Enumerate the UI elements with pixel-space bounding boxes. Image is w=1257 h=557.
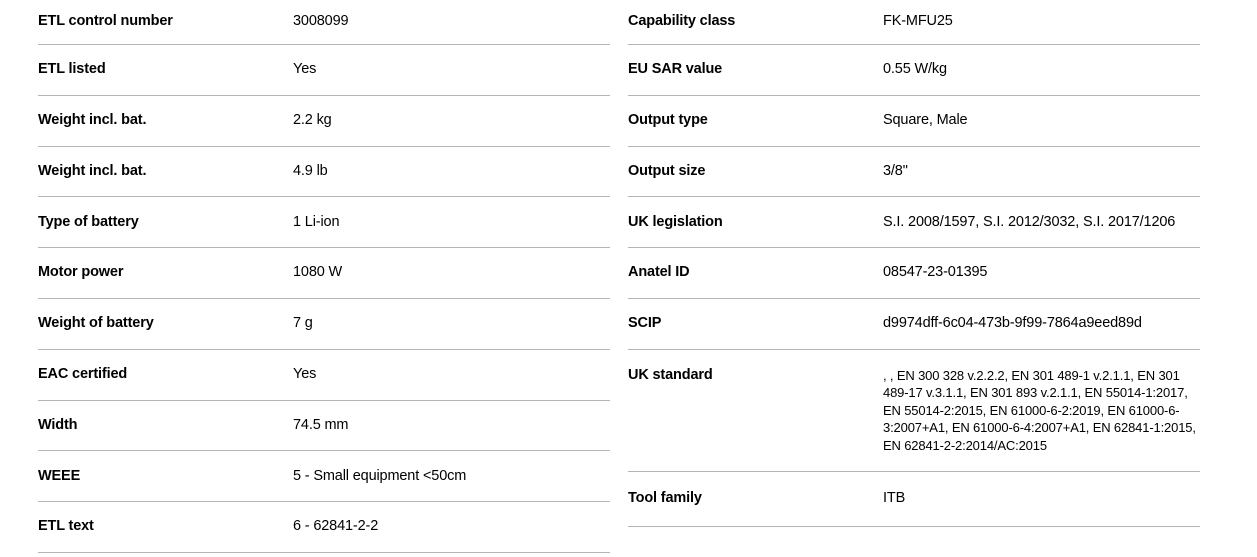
spec-value: d9974dff-6c04-473b-9f99-7864a9eed89d — [883, 315, 1142, 332]
spec-value: , , EN 300 328 v.2.2.2, EN 301 489-1 v.2… — [883, 367, 1196, 453]
spec-row-width: Width 74.5 mm — [38, 401, 610, 452]
spec-row-capability-class: Capability class FK-MFU25 — [628, 0, 1200, 45]
spec-value: 0.55 W/kg — [883, 61, 947, 78]
spec-label: Width — [38, 416, 78, 433]
spec-label: Type of battery — [38, 213, 139, 230]
spec-value: 74.5 mm — [293, 416, 349, 433]
spec-label: ETL listed — [38, 61, 106, 78]
spec-label: Motor power — [38, 264, 124, 281]
spec-value: 4.9 lb — [293, 162, 328, 179]
spec-row-anatel-id: Anatel ID 08547-23-01395 — [628, 248, 1200, 299]
spec-value: Yes — [293, 61, 317, 78]
spec-value: 6 - 62841-2-2 — [293, 518, 379, 535]
spec-value: 1 Li-ion — [293, 213, 340, 230]
spec-value: 7 g — [293, 315, 313, 332]
spec-label: Output type — [628, 111, 708, 128]
spec-row-etl-control-number: ETL control number 3008099 — [38, 0, 610, 45]
spec-row-weight-incl-bat-kg: Weight incl. bat. 2.2 kg — [38, 96, 610, 147]
spec-label: WEEE — [38, 467, 81, 484]
spec-row-scip: SCIP d9974dff-6c04-473b-9f99-7864a9eed89… — [628, 299, 1200, 350]
spec-label: UK legislation — [628, 213, 723, 230]
spec-row-etl-listed: ETL listed Yes — [38, 45, 610, 96]
spec-row-tool-family: Tool family ITB — [628, 472, 1200, 527]
spec-row-output-size: Output size 3/8" — [628, 147, 1200, 198]
spec-row-uk-standard: UK standard , , EN 300 328 v.2.2.2, EN 3… — [628, 350, 1200, 473]
spec-value: Yes — [293, 365, 317, 382]
spec-row-eu-sar-value: EU SAR value 0.55 W/kg — [628, 45, 1200, 96]
spec-label: Capability class — [628, 13, 736, 30]
spec-row-uk-legislation: UK legislation S.I. 2008/1597, S.I. 2012… — [628, 197, 1200, 249]
spec-value: ITB — [883, 490, 906, 507]
spec-value: 5 - Small equipment <50cm — [293, 467, 467, 484]
spec-value: 08547-23-01395 — [883, 264, 988, 281]
spec-value: 3/8" — [883, 162, 908, 179]
spec-column-right: Capability class FK-MFU25 EU SAR value 0… — [628, 0, 1200, 553]
spec-column-left: ETL control number 3008099 ETL listed Ye… — [38, 0, 610, 553]
spec-label: EAC certified — [38, 365, 128, 382]
spec-label: SCIP — [628, 315, 662, 332]
spec-label: Weight incl. bat. — [38, 162, 147, 179]
spec-label: ETL text — [38, 518, 94, 535]
spec-row-type-of-battery: Type of battery 1 Li-ion — [38, 197, 610, 249]
spec-label: Anatel ID — [628, 264, 690, 281]
spec-label: EU SAR value — [628, 61, 723, 78]
spec-value: S.I. 2008/1597, S.I. 2012/3032, S.I. 201… — [883, 213, 1176, 230]
spec-row-weee: WEEE 5 - Small equipment <50cm — [38, 451, 610, 503]
spec-row-weight-incl-bat-lb: Weight incl. bat. 4.9 lb — [38, 147, 610, 198]
spec-row-motor-power: Motor power 1080 W — [38, 248, 610, 299]
spec-value: 3008099 — [293, 13, 349, 30]
spec-label: Output size — [628, 162, 706, 179]
spec-label: Weight of battery — [38, 315, 154, 332]
spec-row-weight-of-battery: Weight of battery 7 g — [38, 299, 610, 350]
spec-value: Square, Male — [883, 111, 968, 128]
spec-label: UK standard — [628, 366, 713, 383]
spec-label: Weight incl. bat. — [38, 111, 147, 128]
spec-row-output-type: Output type Square, Male — [628, 96, 1200, 147]
spec-label: ETL control number — [38, 13, 173, 30]
spec-row-eac-certified: EAC certified Yes — [38, 350, 610, 401]
spec-row-etl-text: ETL text 6 - 62841-2-2 — [38, 502, 610, 553]
spec-label: Tool family — [628, 490, 702, 507]
spec-value: FK-MFU25 — [883, 13, 953, 30]
spec-value: 2.2 kg — [293, 111, 332, 128]
spec-value: 1080 W — [293, 264, 343, 281]
